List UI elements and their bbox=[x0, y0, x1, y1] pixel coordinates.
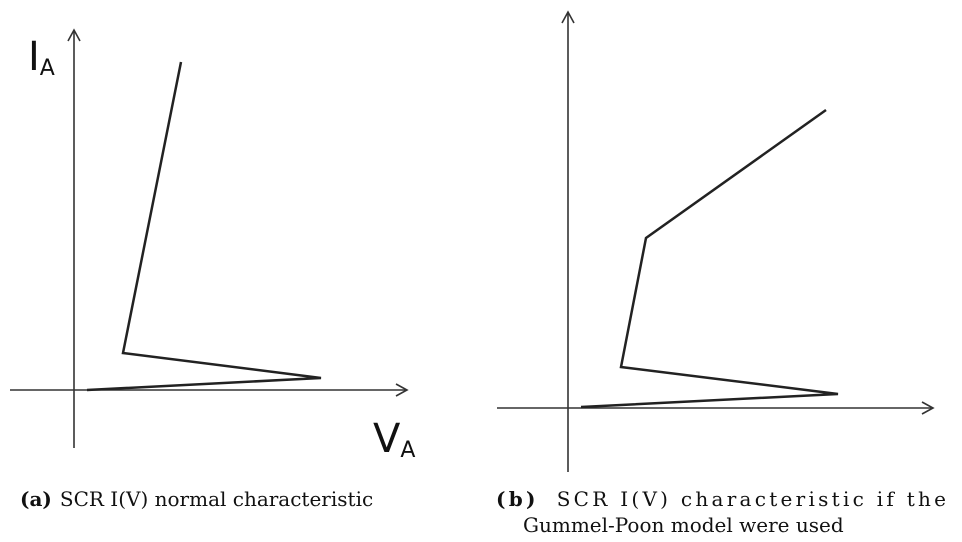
panel-b: (b) SCR I(V) characteristic if the Gummel… bbox=[496, 10, 946, 537]
panel-b-caption-line1: (b) SCR I(V) characteristic if the bbox=[496, 487, 946, 511]
panel-a-x-axis-label-sub: A bbox=[400, 438, 415, 463]
panel-a: IA VA (a) SCR I(V) normal characteristic bbox=[10, 28, 415, 511]
panel-a-y-axis-label-sub: A bbox=[40, 56, 55, 81]
panel-a-y-axis-label-main: I bbox=[28, 34, 40, 80]
panel-b-caption-line2: Gummel-Poon model were used bbox=[523, 513, 844, 537]
panel-b-caption-tag: (b) bbox=[496, 487, 535, 511]
panel-b-scr-curve bbox=[580, 108, 839, 409]
panel-a-caption-tag: (a) bbox=[20, 487, 52, 511]
panel-a-x-axis-label-main: V bbox=[373, 416, 401, 462]
panel-a-caption: (a) SCR I(V) normal characteristic bbox=[20, 487, 373, 511]
panel-a-caption-text: SCR I(V) normal characteristic bbox=[60, 487, 373, 511]
panel-a-y-axis-label: IA bbox=[28, 34, 55, 81]
panel-a-x-axis-label: VA bbox=[373, 416, 415, 463]
panel-b-caption-text-line1: SCR I(V) characteristic if the bbox=[557, 487, 946, 511]
panel-a-scr-curve bbox=[86, 61, 322, 392]
